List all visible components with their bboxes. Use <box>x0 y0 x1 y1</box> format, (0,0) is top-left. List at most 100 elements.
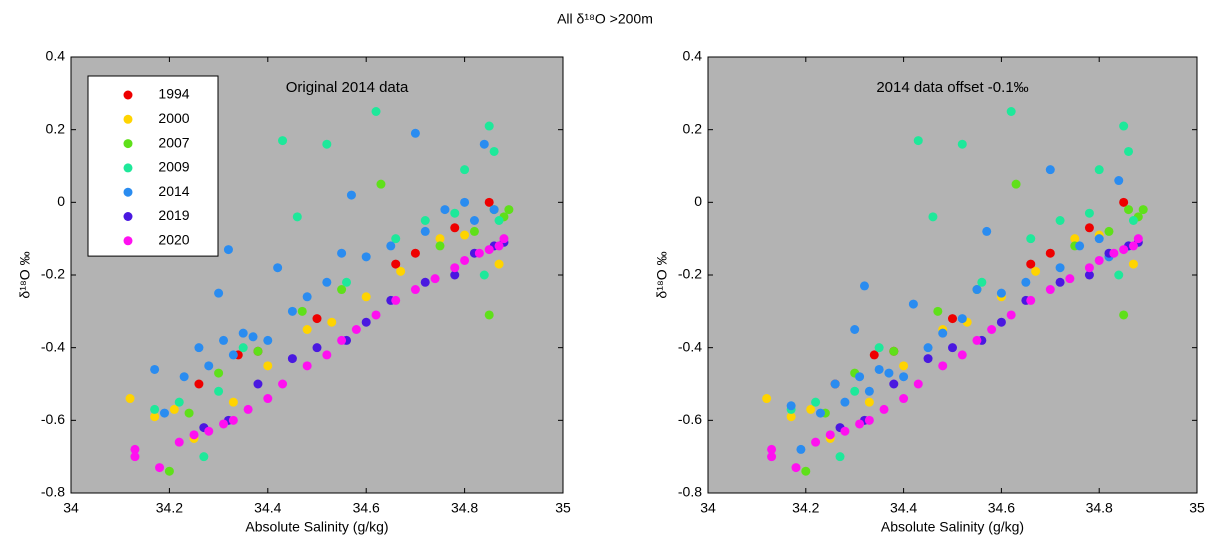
point <box>420 226 430 236</box>
point <box>982 226 992 236</box>
point <box>214 288 224 298</box>
point <box>840 426 850 436</box>
point <box>762 394 772 404</box>
y-tick-label: -0.4 <box>678 338 702 354</box>
point <box>125 394 135 404</box>
legend-label: 2009 <box>158 159 189 175</box>
point <box>450 208 460 218</box>
point <box>228 397 238 407</box>
point <box>494 216 504 225</box>
point <box>327 317 337 327</box>
point <box>243 404 253 414</box>
point <box>1109 248 1119 258</box>
x-tick-label: 35 <box>1189 500 1205 516</box>
point <box>850 325 860 334</box>
point <box>855 419 865 429</box>
point <box>420 277 430 287</box>
point <box>1026 259 1036 269</box>
x-tick-label: 34.8 <box>451 500 478 516</box>
point <box>130 444 140 454</box>
point <box>1128 241 1138 251</box>
point <box>504 205 514 215</box>
point <box>938 361 948 371</box>
y-tick-label: 0 <box>57 193 65 209</box>
legend-box <box>87 75 219 257</box>
point <box>864 415 874 425</box>
point <box>1114 176 1124 186</box>
point <box>130 452 140 462</box>
point <box>322 277 332 287</box>
point <box>850 386 860 396</box>
x-tick-label: 34.6 <box>353 500 380 516</box>
legend-marker <box>123 163 133 173</box>
x-tick-label: 34 <box>63 500 79 516</box>
point <box>1094 255 1104 265</box>
point <box>913 379 923 389</box>
point <box>361 292 371 302</box>
point <box>253 346 263 356</box>
point <box>484 245 494 255</box>
point <box>494 241 504 251</box>
point <box>214 368 224 378</box>
point <box>889 346 899 356</box>
point <box>996 317 1006 327</box>
point <box>361 252 371 262</box>
point <box>469 216 479 225</box>
point <box>1055 277 1065 287</box>
point <box>884 368 894 378</box>
point <box>484 197 494 207</box>
point <box>337 285 347 295</box>
point <box>972 335 982 345</box>
point <box>899 372 909 382</box>
point <box>1128 259 1138 269</box>
point <box>435 241 445 251</box>
point <box>1045 165 1055 175</box>
y-tick-label: -0.6 <box>678 411 702 427</box>
point <box>1065 274 1075 284</box>
legend-label: 2007 <box>158 134 189 150</box>
point <box>977 277 987 287</box>
point <box>287 306 297 316</box>
point <box>869 350 879 360</box>
point <box>292 212 302 222</box>
point <box>371 107 381 116</box>
y-tick-label: -0.8 <box>678 484 702 500</box>
x-axis-label: Absolute Salinity (g/kg) <box>245 519 388 535</box>
point <box>410 285 420 295</box>
point <box>811 397 821 407</box>
point <box>278 136 288 146</box>
y-tick-label: -0.8 <box>41 484 65 500</box>
point <box>263 394 273 404</box>
point <box>391 234 401 244</box>
point <box>351 325 361 334</box>
legend-marker <box>123 212 133 221</box>
point <box>169 404 179 414</box>
point <box>312 314 322 324</box>
y-tick-label: 0.2 <box>46 120 66 136</box>
point <box>1045 285 1055 295</box>
point <box>923 354 933 364</box>
point <box>1006 310 1016 320</box>
point <box>948 314 957 324</box>
point <box>189 430 199 440</box>
point <box>938 328 948 338</box>
point <box>164 466 174 476</box>
point <box>263 361 273 371</box>
y-axis-label: δ¹⁸O ‰ <box>654 251 670 298</box>
x-tick-label: 35 <box>555 500 571 516</box>
y-tick-label: -0.6 <box>41 411 65 427</box>
point <box>830 379 840 389</box>
point <box>204 361 214 371</box>
point <box>948 343 957 353</box>
point <box>337 248 347 258</box>
point <box>194 343 204 353</box>
point <box>391 295 401 305</box>
point <box>1119 310 1129 320</box>
point <box>278 379 288 389</box>
point <box>815 408 825 418</box>
x-axis-label: Absolute Salinity (g/kg) <box>881 519 1024 535</box>
point <box>346 190 356 200</box>
point <box>928 212 938 222</box>
y-tick-label: -0.2 <box>41 266 65 282</box>
point <box>1128 216 1138 225</box>
